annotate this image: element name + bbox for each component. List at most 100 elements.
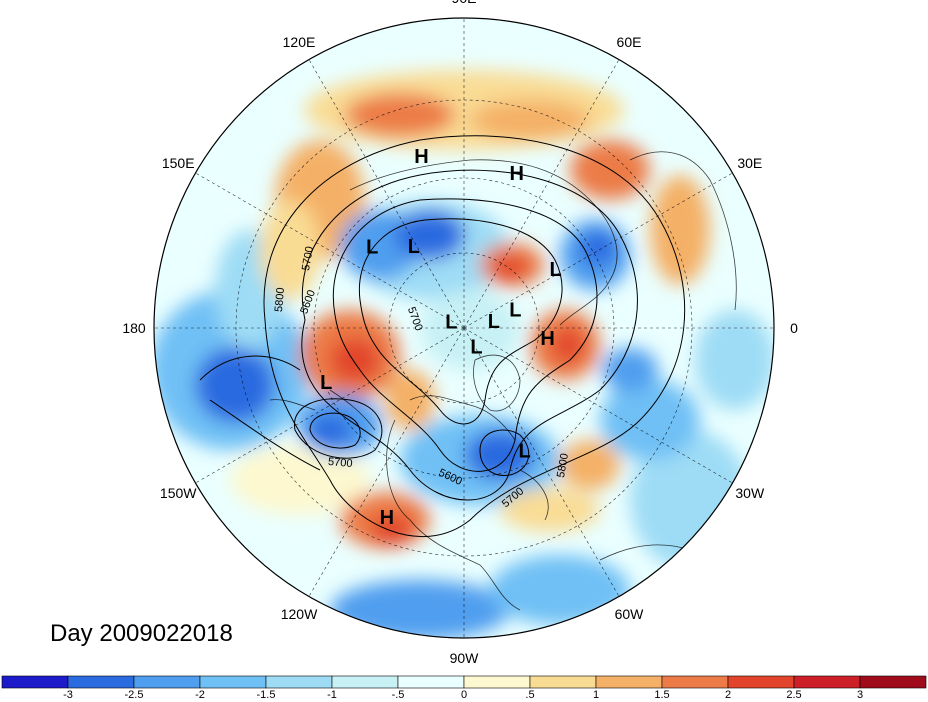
colorbar-tick-label: 2 [724, 689, 732, 701]
anomaly-blob [602, 348, 658, 392]
low-pressure-marker: L [488, 311, 500, 333]
coastline-alaska [269, 389, 376, 431]
graticule [154, 18, 774, 638]
colorbar-swatch [727, 675, 795, 689]
contour-label: 5700 [300, 245, 316, 271]
colorbar-tick-label: 0 [460, 689, 468, 701]
low-pressure-marker: L [519, 441, 531, 463]
contour-pacific-low-inner [309, 412, 361, 449]
contour-east-low [479, 429, 530, 476]
colorbar-tick-label: -1.5 [256, 689, 276, 701]
meridian-line [463, 327, 620, 597]
low-pressure-marker: L [320, 372, 332, 394]
meridian-line [463, 59, 620, 329]
low-pressure-marker: L [470, 336, 482, 358]
colorbar-swatch [859, 675, 927, 689]
longitude-label: 180 [122, 320, 146, 336]
meridian-line [463, 327, 733, 484]
high-pressure-marker: H [414, 146, 428, 168]
colorbar-swatch [661, 675, 729, 689]
contour-label: 5800 [555, 452, 571, 478]
anomaly-blob [570, 140, 650, 200]
colorbar-swatch [331, 675, 399, 689]
colorbar-swatch [397, 675, 465, 689]
meridian-line [308, 59, 465, 329]
colorbar-swatch [1, 675, 69, 689]
low-pressure-marker: L [366, 237, 378, 259]
longitude-label: 90W [449, 650, 479, 666]
longitude-label: 120E [282, 34, 316, 51]
anomaly-blob [420, 290, 520, 370]
colorbar-tick-label: .5 [525, 689, 535, 701]
anomaly-blob [370, 515, 414, 545]
colorbar-tick-label: 1 [592, 689, 600, 701]
anomaly-blob [580, 230, 616, 266]
anomaly-blob [330, 580, 510, 638]
coastline-eurasia [349, 151, 737, 326]
meridian-line [195, 172, 465, 329]
map-border [153, 17, 775, 639]
colorbar-swatch [199, 675, 267, 689]
longitude-label: 120W [280, 605, 318, 622]
anomaly-blob [552, 327, 584, 363]
colorbar-tick-label: -2 [195, 689, 205, 701]
height-contours [199, 135, 686, 538]
low-pressure-marker: L [408, 236, 420, 258]
longitude-label: 0 [790, 320, 798, 336]
anomaly-blob [308, 414, 352, 446]
longitude-label: 30E [737, 155, 763, 171]
anomaly-blob [395, 210, 465, 260]
colorbar-tick-label: -3 [63, 689, 73, 701]
contour-5700 [301, 169, 638, 501]
longitude-label: 60W [614, 605, 644, 622]
anomaly-blob [465, 430, 535, 480]
contour-5500 [358, 218, 563, 425]
anomaly-blob [490, 555, 630, 625]
contour-label: 5700 [328, 456, 353, 470]
colorbar-swatch [793, 675, 861, 689]
longitude-label: 150W [159, 485, 197, 501]
colorbar-tick-label: 2.5 [786, 689, 802, 701]
anomaly-blob [695, 310, 774, 410]
date-title: Day 2009022018 [50, 620, 233, 647]
colorbar-tick-label: -2.5 [124, 689, 144, 701]
contour-5800 [263, 135, 686, 538]
colorbar [1, 675, 927, 689]
anomaly-field [154, 18, 774, 638]
colorbar-swatch [463, 675, 531, 689]
anomaly-blob [650, 175, 710, 285]
colorbar-tick-label: 1.5 [654, 689, 670, 701]
anomaly-blob [500, 488, 600, 532]
contour-5600 [332, 198, 598, 472]
longitude-label: 150E [161, 155, 195, 171]
anomaly-blob [345, 93, 455, 137]
contour-pacific-wave [199, 355, 321, 471]
anomaly-blob [492, 256, 528, 280]
colorbar-swatch [529, 675, 597, 689]
contour-label: 5800 [273, 287, 287, 312]
high-pressure-marker: H [380, 507, 394, 529]
low-pressure-marker: L [509, 300, 521, 322]
colorbar-swatch [265, 675, 333, 689]
colorbar-tick-label: 3 [856, 689, 864, 701]
anomaly-blob [600, 380, 700, 460]
low-pressure-marker: L [549, 259, 561, 281]
anomaly-blob [560, 440, 620, 490]
colorbar-swatch [595, 675, 663, 689]
high-pressure-marker: H [510, 163, 524, 185]
meridian-line [463, 172, 733, 329]
anomaly-blob [260, 200, 320, 300]
longitude-label: 90E [452, 0, 477, 6]
colorbar-tick-label: -.5 [391, 689, 405, 701]
anomaly-blob [195, 347, 275, 423]
meridian-line [308, 327, 465, 597]
longitude-label: 30W [735, 485, 765, 501]
longitude-label: 60E [616, 34, 642, 51]
colorbar-tick-label: -1 [327, 689, 337, 701]
colorbar-swatch [67, 675, 135, 689]
anomaly-blob [470, 100, 590, 140]
high-pressure-marker: H [540, 328, 554, 350]
anomaly-blob [230, 445, 370, 515]
coastline-greenland [473, 354, 521, 412]
